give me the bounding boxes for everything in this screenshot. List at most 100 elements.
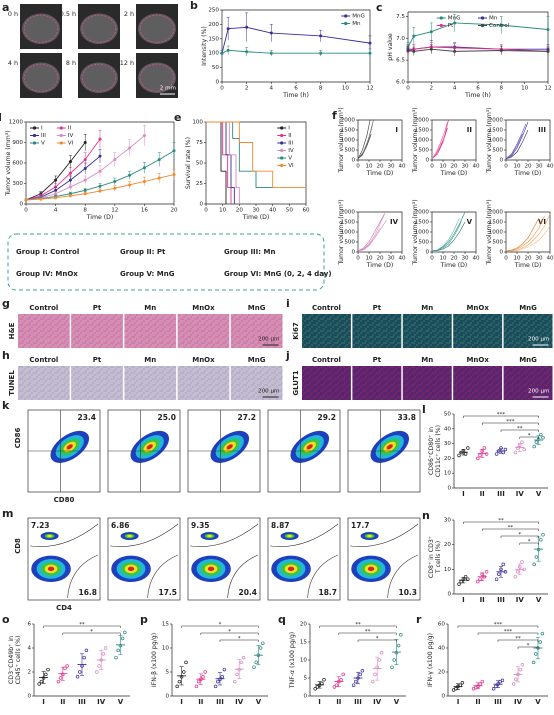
data-point xyxy=(499,567,503,572)
y-tick-label: 50 xyxy=(196,161,204,167)
data-point xyxy=(201,675,205,679)
data-point xyxy=(83,192,87,196)
x-tick-label: 20 xyxy=(236,208,244,214)
group-header: MnG xyxy=(248,356,266,364)
x-tick-label: 16 xyxy=(141,208,149,214)
significance-label: * xyxy=(518,532,521,538)
legend-label: IV xyxy=(288,148,294,154)
percentage: 27.2 xyxy=(237,413,256,422)
data-point xyxy=(360,669,365,673)
group-label: III xyxy=(538,126,546,134)
data-point xyxy=(375,665,379,669)
significance-label: * xyxy=(528,539,531,545)
data-point xyxy=(113,158,117,162)
axis-frame xyxy=(453,520,548,595)
y-tick-label: 50 xyxy=(212,65,220,71)
data-point xyxy=(478,577,482,581)
y-tick-label: 0 xyxy=(441,694,445,700)
micrograph-texture xyxy=(230,314,283,348)
y-axis-label: IFN-γ (x100 pg/g) xyxy=(427,633,434,687)
series-line xyxy=(221,26,371,54)
time-label: 2 h xyxy=(124,10,134,18)
data-point xyxy=(269,51,273,55)
data-point xyxy=(522,447,526,452)
data-point xyxy=(80,664,84,668)
panel-letter: h xyxy=(2,349,10,362)
data-point xyxy=(478,453,482,458)
legend-label: III xyxy=(41,133,46,139)
legend-marker xyxy=(280,133,284,138)
percentage: 18.7 xyxy=(318,588,337,597)
panel-letter: n xyxy=(422,509,430,522)
data-point xyxy=(534,555,539,559)
data-point xyxy=(429,47,433,51)
group-header: MnOx xyxy=(192,356,215,364)
x-axis-label: Time (h) xyxy=(464,92,491,99)
y-tick-label: 40 xyxy=(444,426,452,432)
legend-marker xyxy=(344,21,348,26)
series-line xyxy=(431,127,448,160)
significance-label: ** xyxy=(365,629,371,635)
data-point xyxy=(546,49,550,53)
y-tick-label: 2000 xyxy=(341,118,356,124)
percentage: 17.7 xyxy=(351,521,370,530)
group-header: Mn xyxy=(421,304,433,312)
data-point xyxy=(482,574,487,579)
y-tick-label: 1000 xyxy=(341,138,356,144)
x-tick-label: V xyxy=(394,698,400,706)
data-point xyxy=(84,648,89,653)
gate xyxy=(189,523,259,547)
micrograph-texture xyxy=(402,366,452,400)
significance-label: * xyxy=(228,629,231,635)
micrograph-texture xyxy=(352,314,402,348)
data-point xyxy=(396,643,401,648)
time-label: 12 h xyxy=(120,59,134,67)
y-tick-label: 0 xyxy=(165,694,169,700)
group-header: MnOx xyxy=(466,356,489,364)
x-tick-label: IV xyxy=(373,698,382,706)
data-point xyxy=(319,51,323,55)
panel-letter: e xyxy=(174,111,181,124)
x-tick-label: 40 xyxy=(546,164,554,170)
data-point xyxy=(317,683,322,687)
data-point xyxy=(83,158,87,162)
y-axis-label: Tumor volume (mm³) xyxy=(486,199,493,265)
data-point xyxy=(480,679,485,684)
tissue xyxy=(80,13,118,45)
x-tick-label: 2 xyxy=(430,86,434,92)
data-point xyxy=(460,681,465,685)
data-point xyxy=(233,679,237,684)
x-tick-label: 10 xyxy=(521,86,529,92)
x-tick-label: 10 xyxy=(513,256,521,262)
significance-label: *** xyxy=(497,412,506,418)
group-header: Control xyxy=(29,356,58,364)
y-tick-label: 250 xyxy=(208,8,219,14)
survival-curve xyxy=(206,121,232,204)
significance-label: * xyxy=(376,636,379,642)
density xyxy=(47,566,55,572)
group-header: Mn xyxy=(144,356,156,364)
micrograph-texture xyxy=(18,314,70,348)
x-tick-label: 20 xyxy=(170,208,178,214)
group-header: Mn xyxy=(144,304,156,312)
group-label: II xyxy=(467,126,472,134)
x-tick-label: 0 xyxy=(504,256,508,262)
series-line xyxy=(505,121,529,160)
x-tick-label: 20 xyxy=(524,256,532,262)
data-point xyxy=(480,449,484,453)
micrograph-texture xyxy=(352,366,402,400)
y-tick-label: 5 xyxy=(303,676,307,682)
gate xyxy=(387,554,419,599)
data-point xyxy=(463,574,468,579)
x-axis-label: Time (h) xyxy=(282,92,309,99)
x-axis-label: Time (D) xyxy=(366,170,394,177)
y-axis-label: CD45⁺ cells (%) xyxy=(15,636,22,685)
group-legend-item: Group III: Mn xyxy=(224,248,275,256)
stain-label: Ki67 xyxy=(292,322,300,340)
data-point xyxy=(39,679,44,684)
legend-label: III xyxy=(288,141,293,147)
y-tick-label: 0 xyxy=(425,250,429,256)
legend-label: II xyxy=(288,133,292,139)
gate xyxy=(307,554,339,599)
significance-bracket xyxy=(338,632,397,635)
